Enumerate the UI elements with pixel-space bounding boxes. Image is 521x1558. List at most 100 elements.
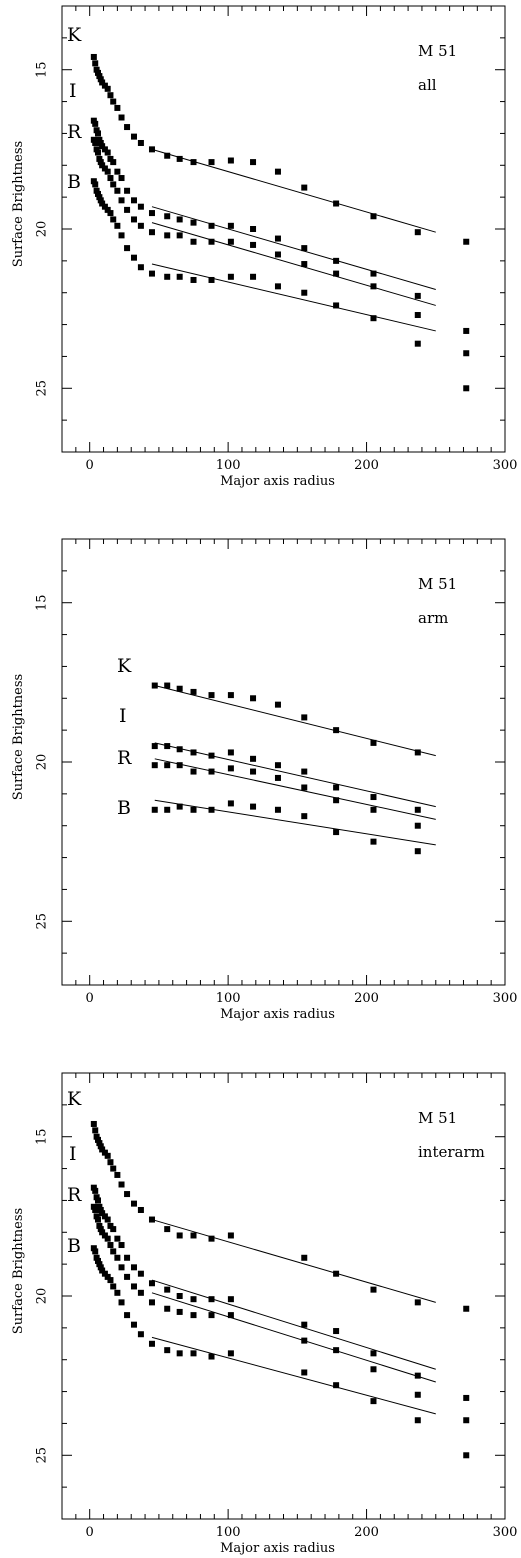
data-point-R	[107, 1242, 113, 1248]
data-point-R	[152, 762, 158, 768]
data-point-I	[105, 150, 111, 156]
annotation-2: all	[418, 76, 437, 94]
data-point-R	[333, 1347, 339, 1353]
data-point-R	[415, 312, 421, 318]
data-point-B	[228, 800, 234, 806]
data-point-K	[191, 689, 197, 695]
data-point-K	[209, 1236, 215, 1242]
data-point-extra	[463, 350, 469, 356]
data-point-K	[333, 727, 339, 733]
annotation-2: arm	[418, 609, 448, 627]
y-axis-label: Surface Brightness	[11, 141, 26, 267]
data-point-K	[114, 105, 120, 111]
data-point-I	[333, 1328, 339, 1334]
data-point-B	[110, 1283, 116, 1289]
data-point-K	[301, 185, 307, 191]
data-point-R	[228, 765, 234, 771]
data-point-K	[149, 1217, 155, 1223]
y-tick-label: 20	[35, 754, 50, 771]
data-point-extra	[463, 1452, 469, 1458]
data-point-K	[124, 124, 130, 130]
data-point-I	[250, 226, 256, 232]
data-point-B	[138, 1331, 144, 1337]
data-point-R	[124, 1274, 130, 1280]
data-point-R	[110, 1248, 116, 1254]
x-tick-label: 200	[354, 991, 379, 1006]
data-point-extra	[463, 1306, 469, 1312]
data-point-R	[191, 239, 197, 245]
data-point-B	[191, 1350, 197, 1356]
data-point-I	[177, 216, 183, 222]
x-tick-label: 300	[493, 1525, 518, 1540]
data-point-I	[149, 1280, 155, 1286]
data-point-I	[301, 1322, 307, 1328]
data-point-B	[119, 232, 125, 238]
data-point-B	[275, 283, 281, 289]
data-point-K	[107, 92, 113, 98]
data-point-K	[228, 692, 234, 698]
series-R	[152, 759, 436, 829]
data-point-R	[131, 1283, 137, 1289]
y-tick-label: 15	[35, 61, 50, 78]
data-point-B	[114, 223, 120, 229]
data-point-I	[105, 1217, 111, 1223]
data-point-R	[124, 207, 130, 213]
data-point-B	[370, 315, 376, 321]
data-point-I	[275, 762, 281, 768]
data-point-R	[333, 271, 339, 277]
x-tick-label: 0	[86, 991, 94, 1006]
fit-line-R	[152, 223, 436, 306]
data-point-R	[228, 239, 234, 245]
data-point-I	[177, 1293, 183, 1299]
data-point-I	[110, 159, 116, 165]
y-tick-label: 15	[35, 594, 50, 611]
data-point-I	[370, 794, 376, 800]
data-point-R	[415, 823, 421, 829]
data-point-R	[164, 1306, 170, 1312]
y-tick-label: 25	[35, 380, 50, 397]
data-point-B	[415, 1417, 421, 1423]
data-point-B	[110, 216, 116, 222]
band-label-K: K	[67, 1088, 82, 1110]
data-point-I	[164, 743, 170, 749]
chart-panel-2: 0 100 200 300 15 20 25 Major axis radius Surface…	[11, 539, 517, 1022]
y-tick-label: 20	[35, 1288, 50, 1305]
y-axis-label: Surface Brightness	[11, 674, 26, 800]
data-point-R	[301, 1338, 307, 1344]
series-B	[152, 800, 436, 854]
x-tick-label: 0	[86, 1525, 94, 1540]
data-point-B	[191, 277, 197, 283]
y-axis-label: Surface Brightness	[11, 1208, 26, 1334]
data-point-K	[149, 146, 155, 152]
data-point-R	[333, 797, 339, 803]
data-point-extra	[463, 385, 469, 391]
data-point-K	[105, 86, 111, 92]
data-point-K	[124, 1191, 130, 1197]
data-point-I	[114, 169, 120, 175]
data-point-K	[275, 702, 281, 708]
data-point-I	[301, 245, 307, 251]
data-point-R	[149, 1299, 155, 1305]
fit-line-I	[155, 743, 436, 807]
data-point-R	[370, 807, 376, 813]
series-I	[91, 1185, 436, 1379]
data-point-R	[149, 229, 155, 235]
data-point-B	[275, 807, 281, 813]
data-point-I	[415, 807, 421, 813]
data-point-K	[301, 1255, 307, 1261]
data-point-B	[92, 181, 98, 187]
data-point-I	[209, 223, 215, 229]
data-point-K	[333, 201, 339, 207]
y-tick-label: 20	[35, 221, 50, 238]
data-point-I	[177, 746, 183, 752]
data-point-extra	[463, 239, 469, 245]
data-point-R	[95, 150, 101, 156]
band-label-B: B	[117, 797, 131, 819]
data-point-R	[370, 283, 376, 289]
data-point-extra	[463, 1395, 469, 1401]
data-point-K	[370, 213, 376, 219]
data-point-B	[138, 264, 144, 270]
data-point-K	[415, 749, 421, 755]
x-tick-label: 100	[216, 991, 241, 1006]
data-point-K	[164, 683, 170, 689]
